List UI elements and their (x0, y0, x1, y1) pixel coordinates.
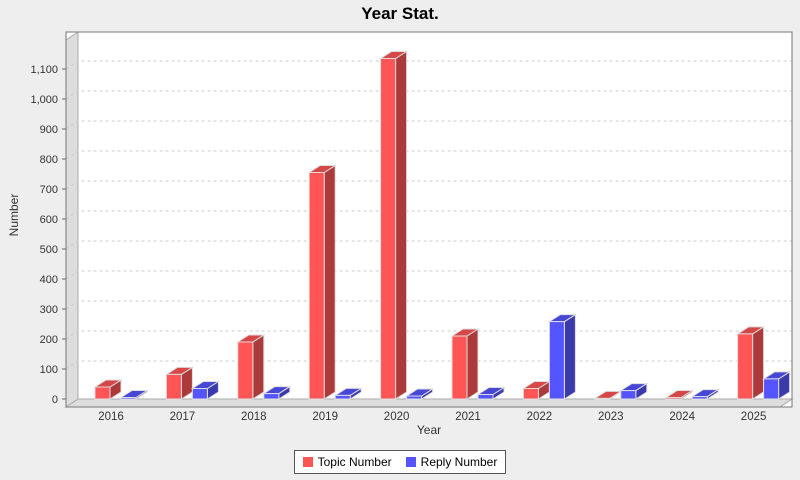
bar-front-face (522, 388, 539, 400)
plot-border (65, 31, 793, 408)
gridline-1100 (65, 60, 792, 70)
bar-front-face (406, 395, 423, 400)
gridline-200 (65, 330, 792, 340)
bar-front-face (165, 373, 182, 400)
y-tick-label-700: 700 (40, 184, 58, 196)
bar-front-face (548, 321, 565, 400)
bar-reply-2022 (547, 313, 578, 400)
bar-front-face (665, 397, 682, 400)
bar-side-face (252, 334, 265, 400)
legend: Topic Number Reply Number (0, 450, 800, 474)
y-tick-label-200: 200 (40, 334, 58, 346)
bar-topic-2018 (236, 334, 266, 400)
legend-label-topic: Topic Number (317, 455, 392, 469)
x-tick-label-2020: 2020 (384, 411, 410, 423)
plot-root: 0 100 200 300 400 500 600 700 800 900 1,000 1,100 20… (30, 31, 794, 423)
bar-side-face (323, 164, 336, 400)
floor-wall (64, 398, 794, 408)
bar-topic-2017 (164, 366, 195, 400)
x-tick-label-2017: 2017 (170, 411, 196, 423)
bar-reply-2024 (690, 388, 720, 400)
y-tick-label-1000: 1,000 (30, 94, 58, 106)
bar-topic-2020 (378, 50, 409, 400)
bar-front-face (620, 390, 637, 400)
bar-reply-2019 (333, 387, 363, 400)
bar-front-face (594, 397, 611, 400)
bar-front-face (477, 394, 494, 400)
legend-item-reply: Reply Number (405, 455, 498, 469)
bar-side-face (395, 50, 408, 400)
bar-reply-2018 (262, 385, 292, 400)
bar-front-face (380, 58, 397, 400)
gridline-1000 (65, 90, 792, 100)
bar-reply-2023 (619, 382, 649, 400)
x-tick-label-2025: 2025 (741, 411, 767, 423)
bar-front-face (94, 386, 111, 400)
y-tick-label-300: 300 (40, 304, 58, 316)
bar-topic-2016 (93, 379, 123, 400)
x-tick-label-2019: 2019 (312, 411, 338, 423)
bar-front-face (263, 393, 280, 400)
x-tick-label-2022: 2022 (527, 411, 553, 423)
bar-front-face (451, 335, 468, 400)
bar-front-face (691, 396, 708, 400)
bar-front-face (191, 388, 208, 400)
chart-title: Year Stat. (361, 4, 439, 23)
legend-box: Topic Number Reply Number (293, 450, 507, 474)
x-tick-label-2024: 2024 (669, 411, 695, 423)
legend-swatch-topic-icon (302, 457, 313, 467)
bar-front-face (308, 172, 325, 400)
bar-front-face (334, 394, 351, 400)
bar-front-face (737, 333, 754, 400)
bar-topic-2025 (735, 325, 766, 400)
y-tick-label-0: 0 (52, 394, 58, 406)
x-axis-title: Year (416, 423, 442, 437)
y-tick-label-1100: 1,100 (30, 64, 58, 76)
gridline-400 (65, 270, 792, 280)
y-tick-label-800: 800 (40, 154, 58, 166)
bar-reply-2020 (404, 388, 435, 400)
legend-swatch-reply-icon (405, 457, 416, 467)
legend-label-reply: Reply Number (420, 455, 498, 469)
bar-reply-2016 (119, 389, 149, 400)
y-axis-title: Number (7, 193, 21, 237)
y-tick-label-500: 500 (40, 244, 58, 256)
legend-item-topic: Topic Number (302, 455, 392, 469)
bar-reply-2017 (190, 380, 221, 400)
bar-reply-2021 (476, 386, 506, 400)
gridline-600 (65, 210, 792, 220)
gridline-500 (65, 240, 792, 250)
bar-side-face (752, 325, 765, 400)
bar-side-face (563, 313, 576, 400)
bar-side-face (466, 328, 479, 400)
bar-topic-2021 (450, 328, 480, 400)
bar-topic-2024 (664, 389, 694, 400)
bar-topic-2019 (307, 164, 337, 400)
y-tick-label-100: 100 (40, 364, 58, 376)
bar-front-face (120, 397, 137, 400)
gridline-300 (65, 300, 792, 310)
x-tick-label-2016: 2016 (98, 411, 124, 423)
bar-reply-2025 (761, 370, 792, 400)
y-tick-label-900: 900 (40, 124, 58, 136)
gridline-100 (65, 360, 792, 370)
y-tick-label-600: 600 (40, 214, 58, 226)
left-wall (65, 31, 79, 408)
x-tick-label-2023: 2023 (598, 411, 624, 423)
y-tick-label-400: 400 (40, 274, 58, 286)
bar-front-face (237, 341, 254, 400)
plot-background (66, 32, 792, 407)
x-tick-label-2018: 2018 (241, 411, 267, 423)
gridline-900 (65, 120, 792, 130)
x-tick-label-2021: 2021 (455, 411, 481, 423)
bar-front-face (763, 378, 780, 400)
gridline-700 (65, 180, 792, 190)
gridline-800 (65, 150, 792, 160)
